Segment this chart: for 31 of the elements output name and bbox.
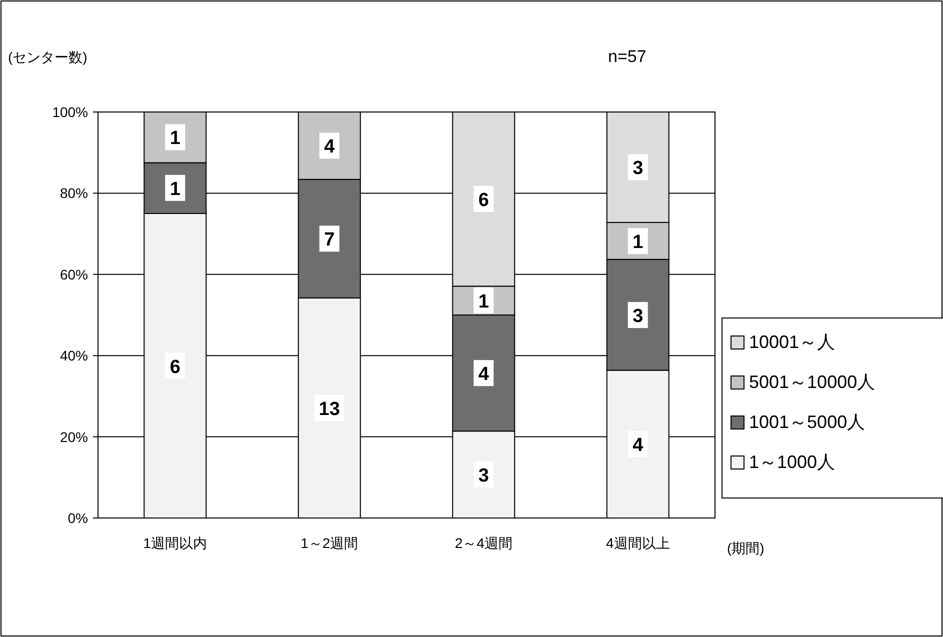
annotation: 4 <box>632 435 644 456</box>
y-axis-title: (センター数) <box>8 49 88 65</box>
annotation: 4 <box>324 136 336 158</box>
annotation: 1 <box>478 291 490 312</box>
annotation: 7 <box>324 230 335 251</box>
x-axis-title: (期間) <box>727 540 764 556</box>
y-tick-label: 40% <box>60 348 88 364</box>
y-tick-label: 100% <box>52 104 88 120</box>
y-tick-label: 20% <box>60 428 88 445</box>
annotation: 3 <box>632 158 644 180</box>
y-tick-label: 80% <box>60 185 88 202</box>
legend-label: 1001～5000人 <box>749 412 866 432</box>
annotation: 1 <box>632 232 644 254</box>
x-tick-label: 1～2週間 <box>300 535 358 551</box>
x-tick-label: 4週間以上 <box>606 535 670 551</box>
annotation: 6 <box>170 356 180 378</box>
legend-label: 5001～10000人 <box>749 372 876 392</box>
annotation: 3 <box>478 466 489 487</box>
annotation: 13 <box>318 398 340 420</box>
y-tick-label: 60% <box>60 266 88 282</box>
x-tick-label: 1週間以内 <box>143 535 208 551</box>
annotation: 3 <box>632 306 644 327</box>
text: n=57 <box>608 47 646 66</box>
annotation: 1 <box>170 128 181 150</box>
annotation: 4 <box>478 364 490 386</box>
legend-label: 1～1000人 <box>749 452 836 472</box>
legend-label: 10001～人 <box>749 332 836 352</box>
annotation: 6 <box>478 190 489 211</box>
x-tick-label: 2～4週間 <box>454 535 512 551</box>
y-tick-label: 0% <box>68 510 88 526</box>
annotation: 1 <box>170 178 181 200</box>
